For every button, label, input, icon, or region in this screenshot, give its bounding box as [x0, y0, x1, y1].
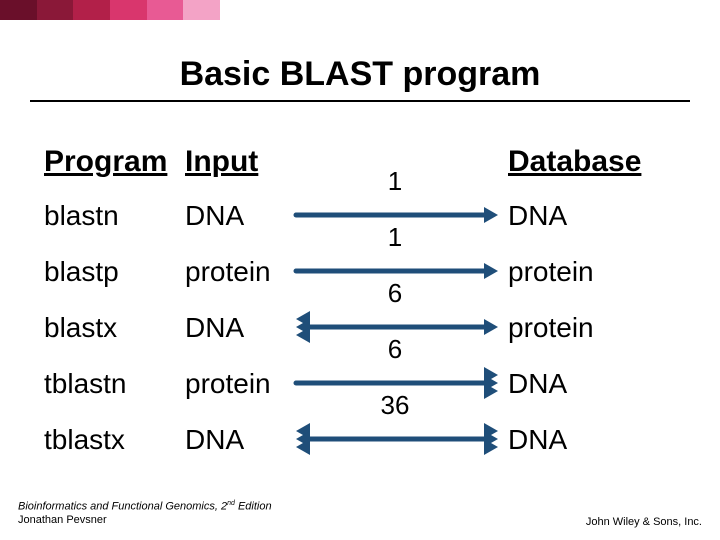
footer-left: Bioinformatics and Functional Genomics, …: [18, 500, 272, 528]
footer-edition-prefix: , 2: [215, 501, 227, 513]
footer-edition-suffix: Edition: [235, 501, 272, 513]
footer-edition-sup: nd: [227, 500, 235, 507]
footer-book-title: Bioinformatics and Functional Genomics: [18, 501, 215, 513]
arrows-layer: [0, 0, 720, 540]
footer-publisher: John Wiley & Sons, Inc.: [586, 516, 702, 528]
slide: Basic BLAST program ProgramInputDatabase…: [0, 0, 720, 540]
footer-author: Jonathan Pevsner: [18, 514, 107, 526]
